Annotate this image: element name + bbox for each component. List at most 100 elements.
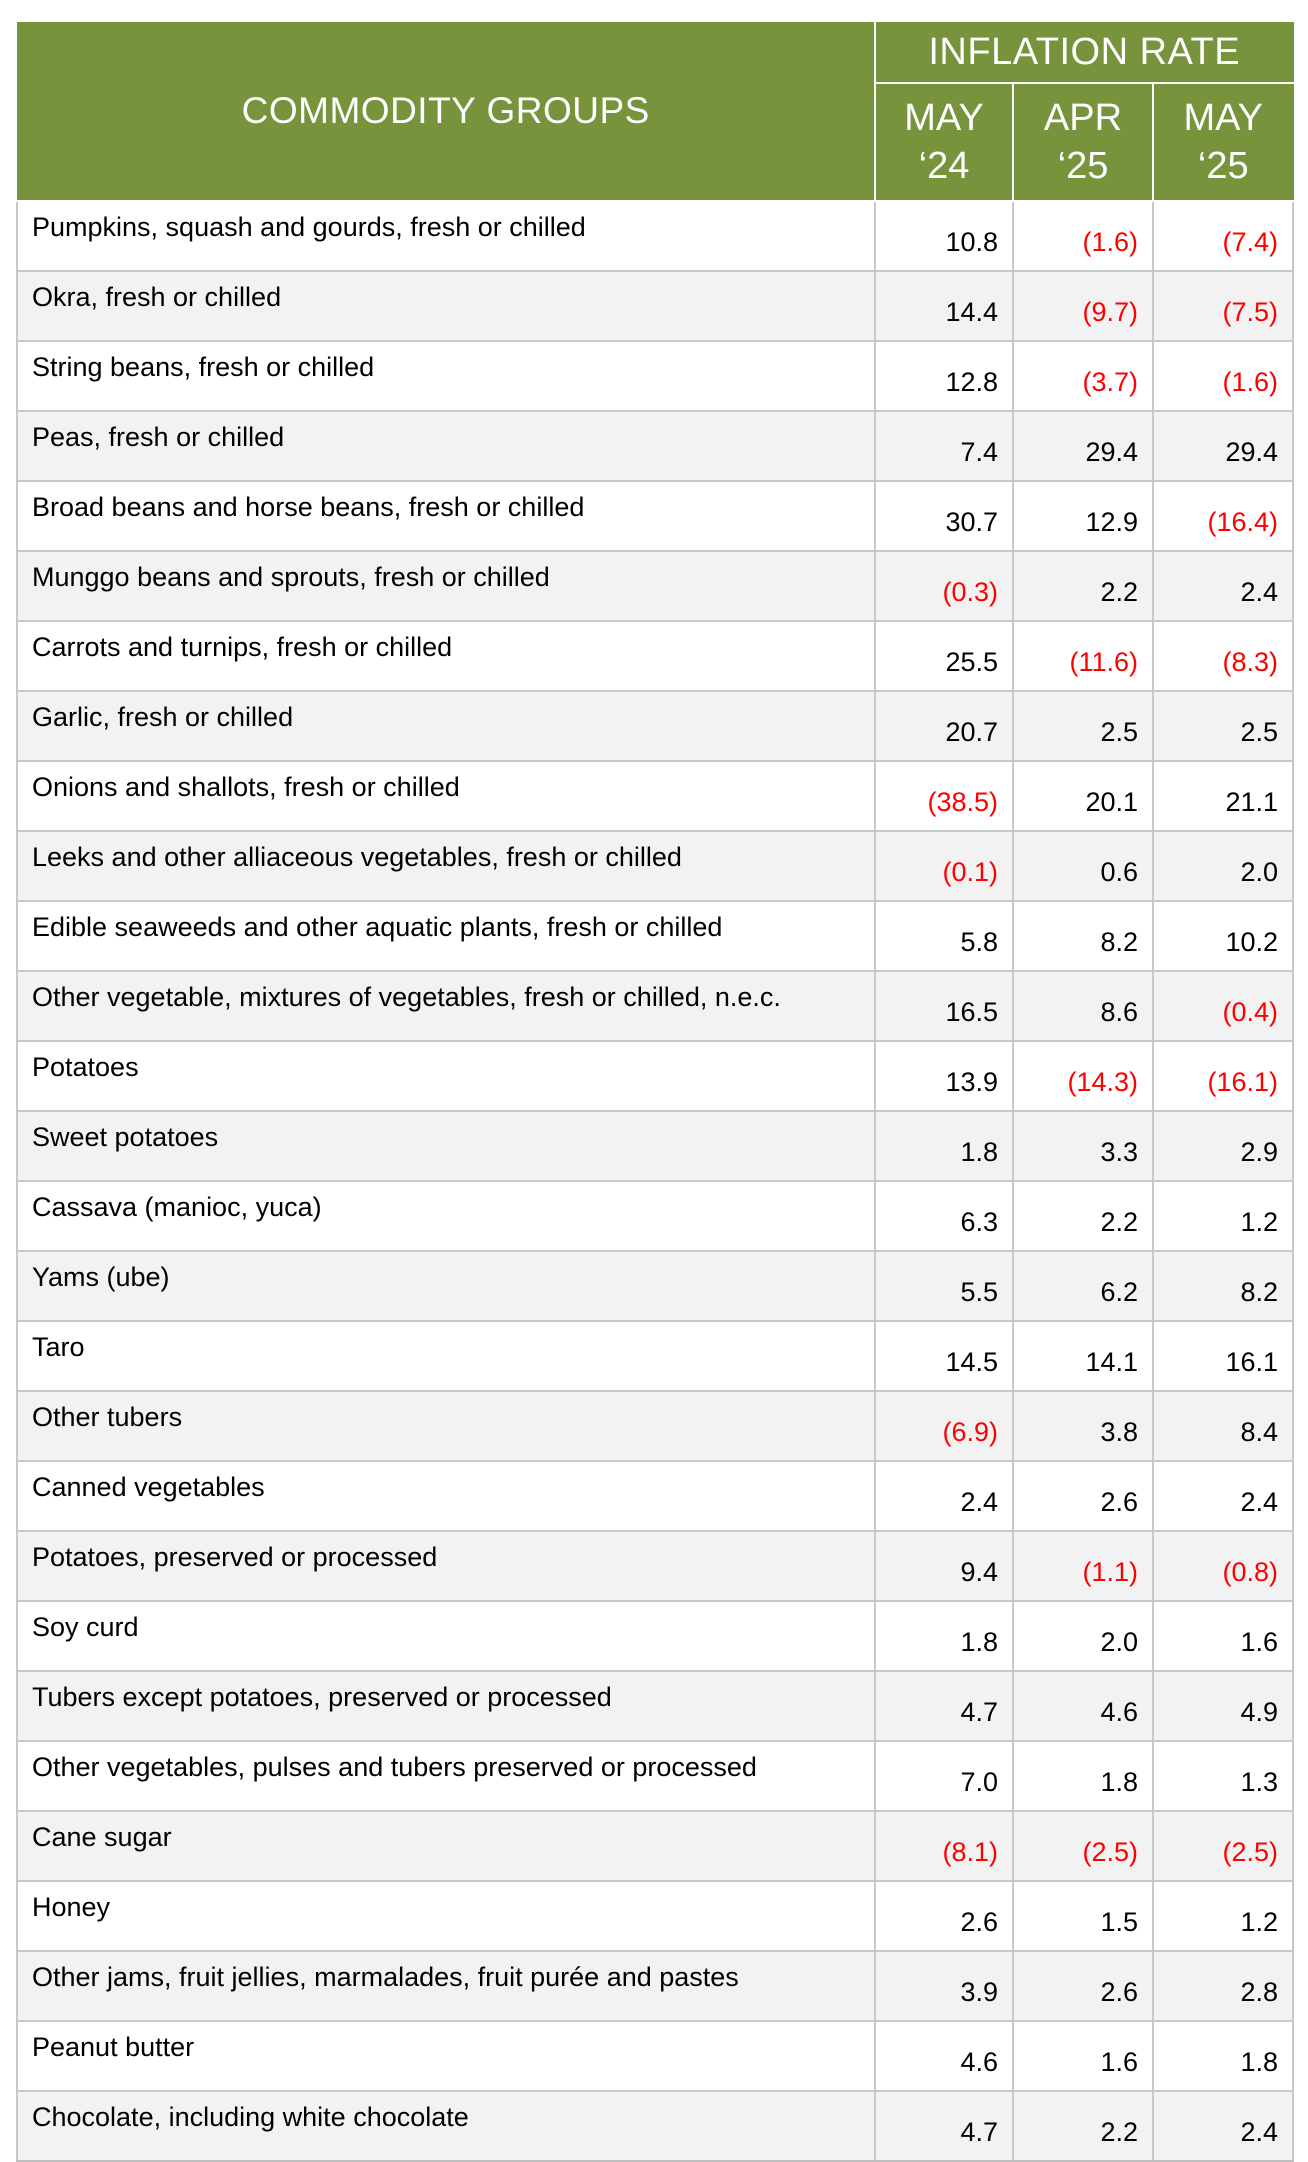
table-row: Peanut butter 4.6 1.6 1.8: [16, 2020, 1294, 2092]
value-may-24: 12.8: [874, 340, 1014, 412]
value-may-24: 4.6: [874, 2020, 1014, 2092]
value-may-25: 1.3: [1152, 1740, 1294, 1812]
value-may-25: (16.1): [1152, 1040, 1294, 1112]
commodity-name: Tubers except potatoes, preserved or pro…: [16, 1670, 876, 1742]
commodity-name: Potatoes: [16, 1040, 876, 1112]
value-apr-25: 1.8: [1012, 1740, 1154, 1812]
commodity-name: Canned vegetables: [16, 1460, 876, 1532]
commodity-name: Onions and shallots, fresh or chilled: [16, 760, 876, 832]
value-may-25: 29.4: [1152, 410, 1294, 482]
table-row: Cassava (manioc, yuca) 6.3 2.2 1.2: [16, 1180, 1294, 1252]
commodity-name: Pumpkins, squash and gourds, fresh or ch…: [16, 200, 876, 272]
table-row: Sweet potatoes 1.8 3.3 2.9: [16, 1110, 1294, 1182]
commodity-name: Okra, fresh or chilled: [16, 270, 876, 342]
value-may-24: 4.7: [874, 2090, 1014, 2162]
value-may-25: 2.4: [1152, 550, 1294, 622]
value-may-25: 1.2: [1152, 1880, 1294, 1952]
commodity-name: Cassava (manioc, yuca): [16, 1180, 876, 1252]
commodity-name: Garlic, fresh or chilled: [16, 690, 876, 762]
table-row: Okra, fresh or chilled 14.4 (9.7) (7.5): [16, 270, 1294, 342]
commodity-name: Other vegetables, pulses and tubers pres…: [16, 1740, 876, 1812]
table-row: Broad beans and horse beans, fresh or ch…: [16, 480, 1294, 552]
table-row: Leeks and other alliaceous vegetables, f…: [16, 830, 1294, 902]
value-apr-25: (1.6): [1012, 200, 1154, 272]
value-may-25: (1.6): [1152, 340, 1294, 412]
value-apr-25: 14.1: [1012, 1320, 1154, 1392]
value-apr-25: 2.2: [1012, 2090, 1154, 2162]
value-may-24: 9.4: [874, 1530, 1014, 1602]
commodity-name: Chocolate, including white chocolate: [16, 2090, 876, 2162]
table-row: Potatoes, preserved or processed 9.4 (1.1)…: [16, 1530, 1294, 1602]
value-may-25: 8.4: [1152, 1390, 1294, 1462]
commodity-name: Yams (ube): [16, 1250, 876, 1322]
table-row: Taro 14.5 14.1 16.1: [16, 1320, 1294, 1392]
value-may-25: (0.8): [1152, 1530, 1294, 1602]
value-apr-25: 3.3: [1012, 1110, 1154, 1182]
value-apr-25: 2.6: [1012, 1460, 1154, 1532]
value-apr-25: 2.2: [1012, 550, 1154, 622]
table-header: COMMODITY GROUPS INFLATION RATE MAY ‘24 …: [16, 20, 1294, 202]
period-header-apr-25: APR ‘25: [1012, 82, 1154, 202]
table-row: Yams (ube) 5.5 6.2 8.2: [16, 1250, 1294, 1322]
value-may-25: (16.4): [1152, 480, 1294, 552]
value-may-24: 14.5: [874, 1320, 1014, 1392]
table-row: Onions and shallots, fresh or chilled (38…: [16, 760, 1294, 832]
period-month: MAY: [1183, 97, 1264, 139]
value-may-25: 8.2: [1152, 1250, 1294, 1322]
value-apr-25: 0.6: [1012, 830, 1154, 902]
commodity-name: Other vegetable, mixtures of vegetables,…: [16, 970, 876, 1042]
value-apr-25: 3.8: [1012, 1390, 1154, 1462]
value-may-24: 7.4: [874, 410, 1014, 482]
value-may-24: 1.8: [874, 1600, 1014, 1672]
commodity-name: Sweet potatoes: [16, 1110, 876, 1182]
commodity-name: Other jams, fruit jellies, marmalades, f…: [16, 1950, 876, 2022]
value-may-25: 1.2: [1152, 1180, 1294, 1252]
period-header-may-24: MAY ‘24: [874, 82, 1014, 202]
value-may-24: 4.7: [874, 1670, 1014, 1742]
value-may-25: (2.5): [1152, 1810, 1294, 1882]
value-apr-25: 1.6: [1012, 2020, 1154, 2092]
period-year: ‘24: [918, 145, 970, 187]
value-may-24: 2.6: [874, 1880, 1014, 1952]
value-apr-25: 6.2: [1012, 1250, 1154, 1322]
value-may-24: (8.1): [874, 1810, 1014, 1882]
table-row: Edible seaweeds and other aquatic plants…: [16, 900, 1294, 972]
inflation-table-container: COMMODITY GROUPS INFLATION RATE MAY ‘24 …: [16, 20, 1294, 2162]
period-year: ‘25: [1057, 145, 1109, 187]
value-may-25: (7.5): [1152, 270, 1294, 342]
value-apr-25: (9.7): [1012, 270, 1154, 342]
table-row: Munggo beans and sprouts, fresh or chill…: [16, 550, 1294, 622]
value-may-25: (0.4): [1152, 970, 1294, 1042]
value-apr-25: 8.6: [1012, 970, 1154, 1042]
value-may-25: (8.3): [1152, 620, 1294, 692]
table-row: Other vegetable, mixtures of vegetables,…: [16, 970, 1294, 1042]
value-may-24: (0.3): [874, 550, 1014, 622]
value-apr-25: 1.5: [1012, 1880, 1154, 1952]
value-may-25: 2.0: [1152, 830, 1294, 902]
value-apr-25: 4.6: [1012, 1670, 1154, 1742]
period-month: MAY: [904, 97, 984, 139]
commodity-name: Taro: [16, 1320, 876, 1392]
commodity-name: Potatoes, preserved or processed: [16, 1530, 876, 1602]
value-may-25: 21.1: [1152, 760, 1294, 832]
value-may-24: 1.8: [874, 1110, 1014, 1182]
table-row: Cane sugar (8.1) (2.5) (2.5): [16, 1810, 1294, 1882]
table-row: Canned vegetables 2.4 2.6 2.4: [16, 1460, 1294, 1532]
commodity-name: Leeks and other alliaceous vegetables, f…: [16, 830, 876, 902]
value-may-24: 5.8: [874, 900, 1014, 972]
value-apr-25: 2.0: [1012, 1600, 1154, 1672]
table-row: Chocolate, including white chocolate 4.7 2…: [16, 2090, 1294, 2162]
commodity-name: Munggo beans and sprouts, fresh or chill…: [16, 550, 876, 622]
table-row: Other jams, fruit jellies, marmalades, f…: [16, 1950, 1294, 2022]
value-may-24: 3.9: [874, 1950, 1014, 2022]
value-may-25: 2.4: [1152, 2090, 1294, 2162]
value-may-25: 2.8: [1152, 1950, 1294, 2022]
inflation-table: COMMODITY GROUPS INFLATION RATE MAY ‘24 …: [16, 20, 1294, 2162]
value-may-24: 30.7: [874, 480, 1014, 552]
table-row: String beans, fresh or chilled 12.8 (3.7)(…: [16, 340, 1294, 412]
period-month: APR: [1043, 97, 1123, 139]
value-may-24: 7.0: [874, 1740, 1014, 1812]
value-apr-25: 20.1: [1012, 760, 1154, 832]
commodity-name: Other tubers: [16, 1390, 876, 1462]
value-may-25: (7.4): [1152, 200, 1294, 272]
